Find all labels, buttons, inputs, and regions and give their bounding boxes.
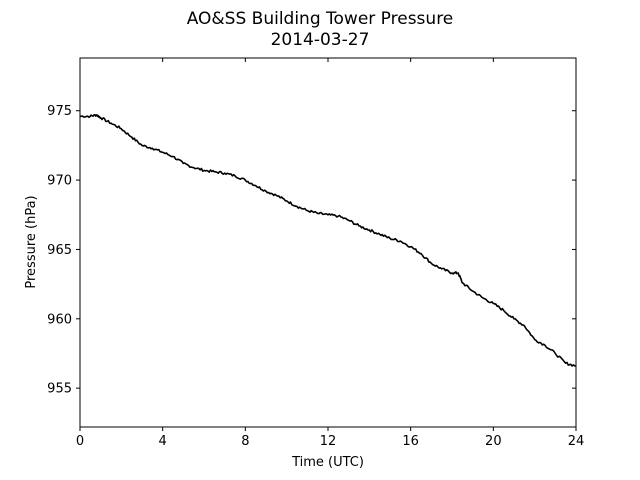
y-tick-label: 970 (47, 174, 72, 189)
y-tick-label: 955 (47, 382, 72, 397)
x-tick-label: 24 (568, 434, 585, 449)
chart-subtitle: 2014-03-27 (271, 30, 370, 50)
x-tick-label: 0 (76, 434, 84, 449)
x-tick-label: 20 (485, 434, 502, 449)
y-axis-label: Pressure (hPa) (24, 195, 39, 288)
x-tick-label: 4 (159, 434, 167, 449)
axis-ticks: 0 4 8 12 16 20 24 955 960 965 970 975 (47, 58, 584, 449)
x-tick-label: 12 (320, 434, 337, 449)
y-tick-label: 975 (47, 104, 72, 119)
chart-title: AO&SS Building Tower Pressure (187, 9, 454, 29)
x-tick-label: 8 (241, 434, 249, 449)
y-tick-label: 965 (47, 243, 72, 258)
x-tick-label: 16 (402, 434, 419, 449)
x-axis-label: Time (UTC) (291, 455, 364, 470)
pressure-line (80, 113, 577, 367)
plot-frame (79, 57, 577, 428)
y-tick-label: 960 (47, 312, 72, 327)
